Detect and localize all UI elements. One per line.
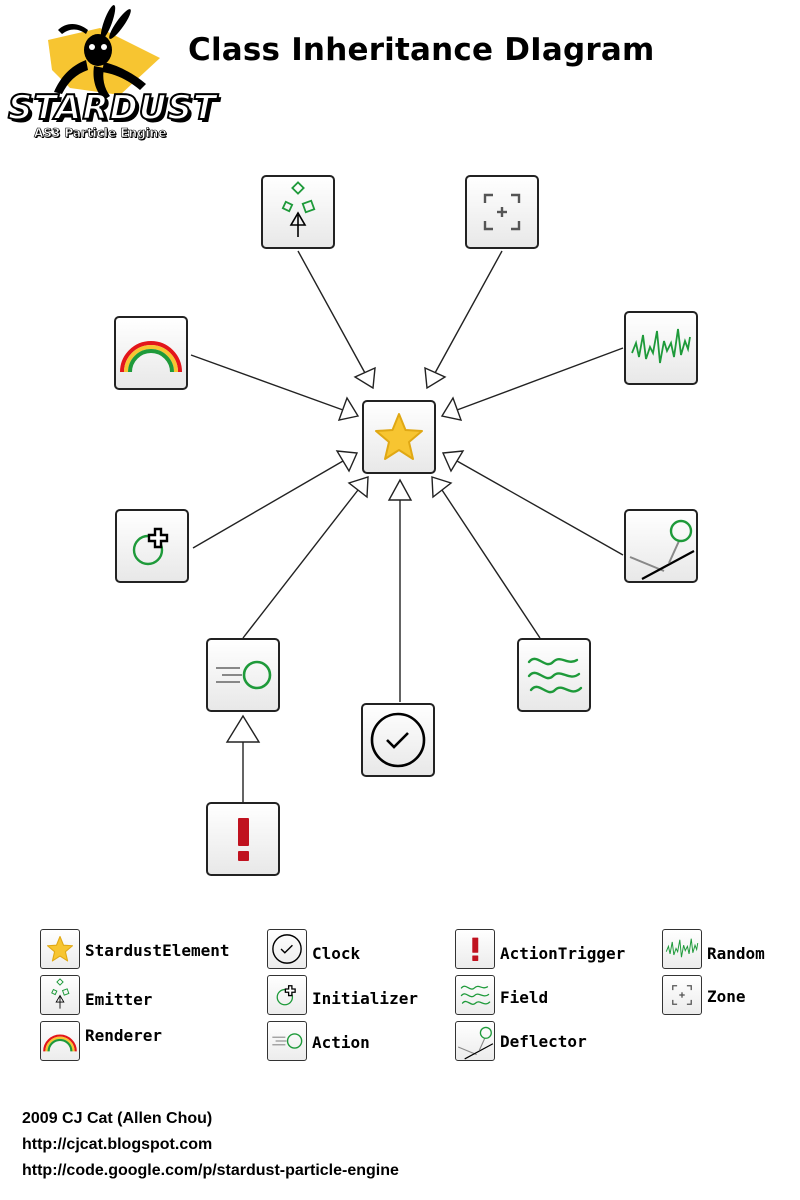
arrowhead-zone — [424, 366, 447, 390]
edge-deflector — [456, 460, 624, 556]
arrowhead-field — [431, 476, 453, 499]
edge-random — [456, 347, 624, 411]
project-link[interactable]: http://code.google.com/p/stardust-partic… — [22, 1162, 399, 1179]
zone-icon — [663, 976, 701, 1014]
emitter-icon — [263, 177, 333, 247]
deflector-icon — [626, 511, 696, 581]
legend-label: Renderer — [85, 1026, 163, 1045]
random-wave-icon — [626, 313, 696, 383]
initializer-icon — [117, 511, 187, 581]
edge-zone — [434, 250, 503, 374]
node-clock — [361, 703, 435, 777]
legend-label: ActionTrigger — [500, 944, 626, 963]
legend-label: Random — [707, 944, 765, 963]
credit-line: 2009 CJ Cat (Allen Chou) — [22, 1110, 213, 1127]
node-action — [206, 638, 280, 712]
rainbow-icon — [116, 318, 186, 388]
node-emitter — [261, 175, 335, 249]
exclamation-icon — [456, 930, 494, 968]
node-field — [517, 638, 591, 712]
inheritance-edges — [190, 250, 624, 802]
page-title: Class Inheritance DIagram — [188, 32, 655, 68]
deflector-icon — [456, 1022, 494, 1060]
class-inheritance-diagram — [0, 160, 800, 900]
legend: StardustElement Emitter Renderer Clock I… — [0, 925, 800, 1075]
legend-label: Zone — [707, 987, 746, 1006]
arrowhead-deflector — [441, 450, 465, 473]
node-renderer — [114, 316, 188, 390]
emitter-icon — [41, 976, 79, 1014]
arrowhead-renderer — [337, 396, 360, 421]
edge-initializer — [192, 460, 344, 549]
arrowhead-clock — [387, 478, 413, 501]
action-icon — [268, 1022, 306, 1060]
edge-action — [242, 489, 359, 639]
legend-label: Emitter — [85, 990, 153, 1009]
edge-field — [441, 489, 541, 639]
zone-icon — [467, 177, 537, 247]
edge-renderer — [190, 354, 344, 411]
clock-icon — [268, 930, 306, 968]
legend-label: Action — [312, 1033, 370, 1052]
arrowhead-random — [440, 396, 463, 421]
logo-subtitle: AS3 Particle Engine — [34, 126, 167, 141]
logo-title: STARDUST — [7, 87, 218, 129]
node-random — [624, 311, 698, 385]
rainbow-icon — [41, 1022, 79, 1060]
arrowhead-action — [347, 476, 369, 499]
legend-label: Field — [500, 988, 549, 1007]
node-stardust-element — [362, 400, 436, 474]
random-wave-icon — [663, 930, 701, 968]
field-icon — [456, 976, 494, 1014]
star-icon — [364, 402, 434, 472]
legend-label: Initializer — [312, 989, 418, 1008]
star-icon — [41, 930, 79, 968]
legend-label: StardustElement — [85, 941, 230, 960]
action-icon — [208, 640, 278, 710]
arrowhead-action-trigger — [225, 714, 261, 743]
blog-link[interactable]: http://cjcat.blogspot.com — [22, 1136, 213, 1153]
node-action-trigger — [206, 802, 280, 876]
initializer-icon — [268, 976, 306, 1014]
stardust-logo: STARDUST AS3 Particle Engine — [0, 0, 217, 150]
legend-label: Clock — [312, 944, 361, 963]
arrowhead-emitter — [353, 366, 376, 390]
node-initializer — [115, 509, 189, 583]
edge-emitter — [297, 250, 366, 374]
node-deflector — [624, 509, 698, 583]
arrowhead-initializer — [335, 450, 359, 473]
exclamation-icon — [208, 804, 278, 874]
legend-label: Deflector — [500, 1032, 587, 1051]
footer-credits: 2009 CJ Cat (Allen Chou) http://cjcat.bl… — [22, 1106, 399, 1184]
clock-icon — [363, 705, 433, 775]
node-zone — [465, 175, 539, 249]
field-icon — [519, 640, 589, 710]
